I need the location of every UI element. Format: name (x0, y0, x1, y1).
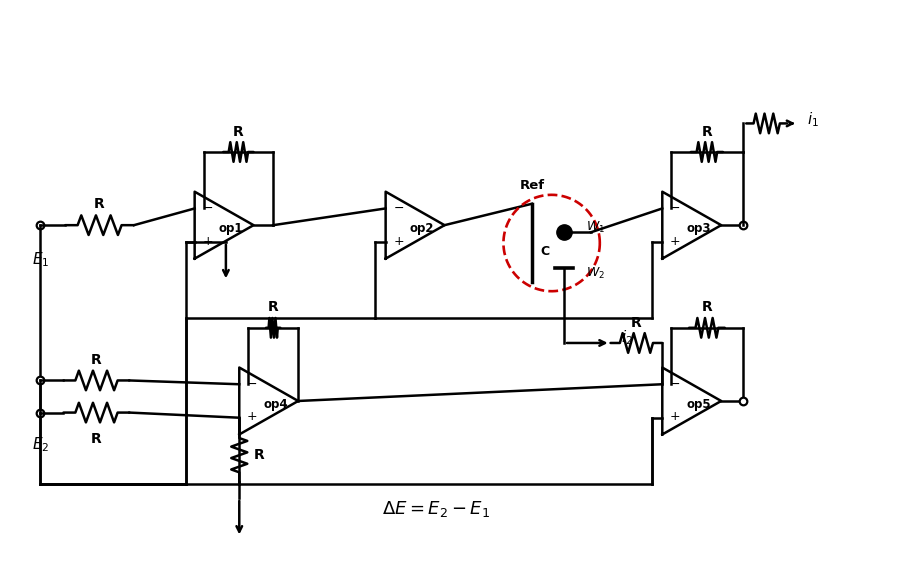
Text: $i_1$: $i_1$ (807, 111, 819, 129)
Text: $+$: $+$ (201, 234, 213, 247)
Text: R: R (253, 448, 264, 462)
Text: R: R (631, 316, 642, 329)
Text: op5: op5 (687, 398, 711, 411)
Text: R: R (91, 432, 101, 446)
Text: $+$: $+$ (246, 410, 258, 424)
Text: $i_2$: $i_2$ (621, 328, 633, 347)
Text: op3: op3 (687, 222, 711, 235)
Text: $E_2$: $E_2$ (31, 436, 48, 454)
Text: R: R (94, 197, 105, 211)
Text: $-$: $-$ (201, 201, 213, 214)
Text: $W_2$: $W_2$ (585, 266, 604, 281)
Text: $+$: $+$ (669, 234, 681, 247)
Text: $E_1$: $E_1$ (31, 250, 48, 269)
Text: R: R (268, 300, 278, 314)
Text: $+$: $+$ (392, 234, 404, 247)
Text: $-$: $-$ (669, 377, 681, 390)
Text: op4: op4 (263, 398, 288, 411)
Text: $\Delta E = E_2 - E_1$: $\Delta E = E_2 - E_1$ (382, 499, 489, 519)
Text: op1: op1 (219, 222, 243, 235)
Text: Ref: Ref (519, 179, 544, 192)
Text: C: C (540, 246, 549, 259)
Text: R: R (91, 353, 101, 367)
Text: $-$: $-$ (669, 201, 681, 214)
Text: $+$: $+$ (669, 410, 681, 424)
Text: R: R (233, 125, 243, 139)
Text: op2: op2 (410, 222, 435, 235)
Text: R: R (701, 125, 712, 139)
Text: R: R (701, 300, 712, 314)
Text: $W_1$: $W_1$ (585, 219, 604, 234)
Text: $-$: $-$ (392, 201, 404, 214)
Text: $-$: $-$ (246, 377, 258, 390)
